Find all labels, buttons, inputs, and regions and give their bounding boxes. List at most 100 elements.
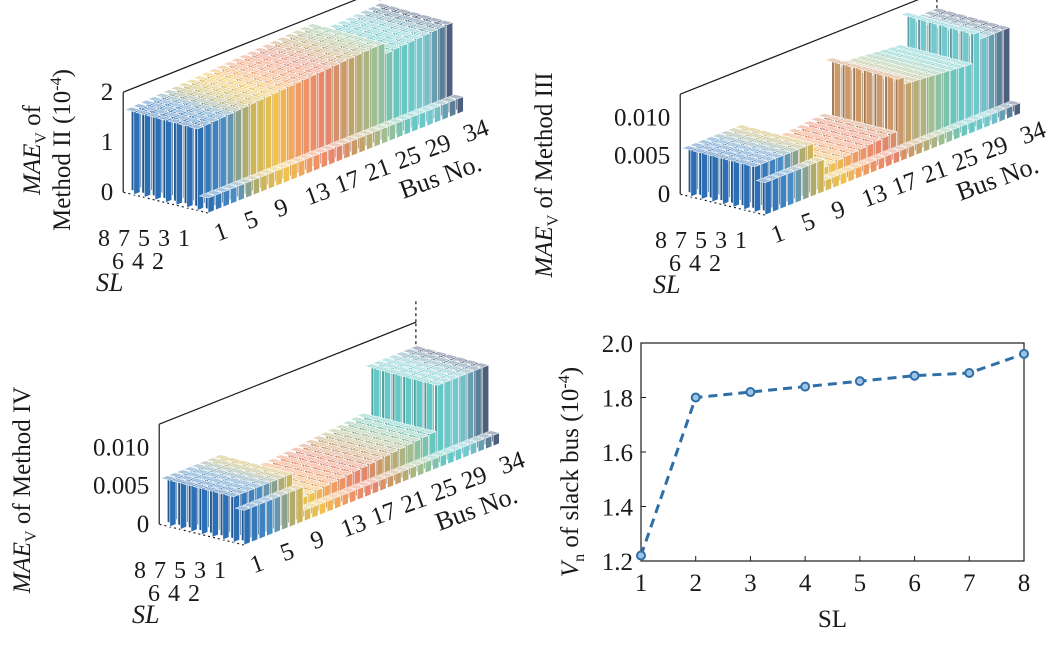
bar-top [972,19,990,25]
bar-top [376,9,394,15]
bar-top [713,153,730,159]
bar-front [273,495,281,534]
bar-top [394,351,411,357]
bar-front [381,126,389,145]
bar-top [432,371,449,377]
bar-top [341,136,359,142]
bar-top [688,142,706,148]
bar-top [417,377,434,383]
data-point [745,387,756,398]
z-axis-title-line-2: Method II (10-4) [48,69,76,231]
bar-top [275,75,292,81]
bar-top [386,437,404,443]
bar-top [235,480,253,486]
bar-front [802,164,810,201]
bar-top [242,502,259,508]
bar-top [824,57,842,63]
bar-top [735,144,753,150]
bar-top [326,428,343,434]
bar-top [355,429,372,435]
bar-top [375,25,392,31]
bar-top [844,131,862,137]
bar-top [355,481,372,487]
bar-top [213,187,231,193]
bar-top [764,147,782,153]
bar-top [365,432,383,438]
bar-front [233,493,240,543]
bar-front [298,159,306,178]
bus-tick-label: 9 [828,195,849,225]
bar-top [350,13,368,19]
z-tick-label: 0 [137,511,150,538]
bar-top [261,66,279,72]
bar-top [397,440,415,446]
bar-top [163,111,181,118]
bar-top [273,163,291,169]
bar-top [752,158,769,165]
bar-front [456,96,464,115]
y-tick-label: 1.2 [602,549,633,576]
bar-top [424,103,442,109]
bar-top [403,369,421,375]
bar-front [222,189,230,208]
bar-front [336,144,343,163]
bar-top [951,13,969,19]
bar-top [213,454,230,460]
bar-top [239,77,256,83]
bar-top [334,464,351,470]
bar-top [447,94,465,100]
bar-top [430,451,448,457]
bar-top [341,420,359,426]
bar-top [986,27,1004,34]
bar-top [156,115,173,121]
bar-top [965,22,982,28]
bar-top [829,138,846,145]
bar-top [320,454,337,461]
bar-top [233,64,250,70]
bar-top [302,502,319,508]
bar-top [210,113,228,119]
bar-top [328,51,345,57]
bar-top [858,140,875,146]
bus-tick-label: 5 [277,537,298,567]
bar-top [278,82,296,88]
bar-top [208,91,226,97]
bar-top [368,438,386,444]
bar-front [1003,26,1011,114]
bar-top [734,159,751,165]
bar-top [744,127,762,133]
bar-top [420,429,437,435]
bar-top [162,89,179,95]
bar-top [880,129,898,135]
bar-top [394,115,412,121]
bar-top [244,462,262,468]
bar-top [198,193,216,199]
bar-top [744,161,762,168]
bar-top [202,486,220,492]
bar-top [266,468,283,474]
bar-top [898,142,916,148]
bar-top [435,377,452,383]
bar-top [356,452,374,458]
bar-top [300,32,318,38]
bar-top [770,171,788,177]
bar-front [779,173,787,210]
bar-top [326,142,344,148]
bar-top [362,478,380,484]
bar-top [367,455,384,461]
bar-top [149,102,167,108]
bar-top [397,357,414,363]
bar-top [409,345,426,351]
bar-top [291,52,309,58]
bar-top [186,101,203,107]
sl-axis-label: SL [96,268,123,297]
bar-front [743,161,751,211]
bar-top [846,163,863,169]
bar-top [299,49,317,55]
bar-top [775,149,792,156]
bar-top [142,106,159,112]
bar-top [823,172,840,178]
bar-top [755,177,773,183]
bar-top [190,463,208,469]
